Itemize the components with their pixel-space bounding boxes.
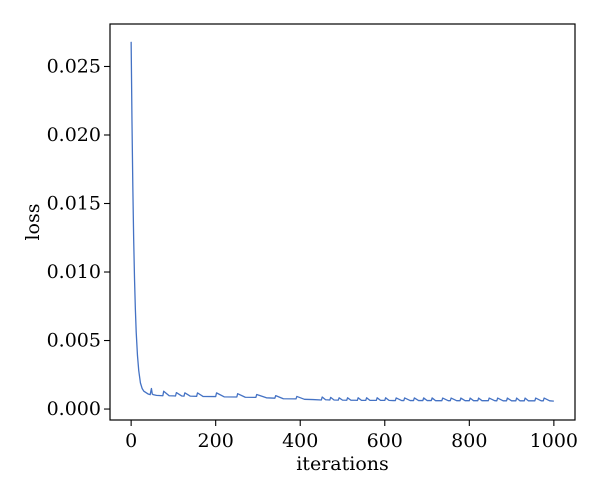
y-tick-label: 0.010 [47, 261, 101, 283]
x-axis-label: iterations [296, 453, 389, 475]
x-tick-label: 600 [367, 430, 403, 452]
series-line [130, 41, 554, 402]
y-tick-label: 0.005 [47, 330, 101, 352]
y-tick-label: 0.000 [47, 398, 101, 420]
y-tick-label: 0.020 [47, 124, 101, 146]
y-axis: 0.000 0.005 0.010 0.015 0.020 0.025 [47, 55, 110, 420]
y-tick-label: 0.015 [47, 193, 101, 215]
x-tick-label: 400 [282, 430, 318, 452]
y-tick-label: 0.025 [47, 55, 101, 77]
x-tick-label: 800 [451, 430, 487, 452]
x-tick-label: 200 [198, 430, 234, 452]
x-tick-label: 1000 [530, 430, 578, 452]
x-axis: 0 200 400 600 800 1000 [125, 420, 578, 452]
y-axis-label: loss [22, 203, 44, 240]
x-tick-label: 0 [125, 430, 137, 452]
plot-area [110, 24, 575, 420]
series-layer [130, 41, 554, 402]
plot-frame [109, 23, 576, 421]
